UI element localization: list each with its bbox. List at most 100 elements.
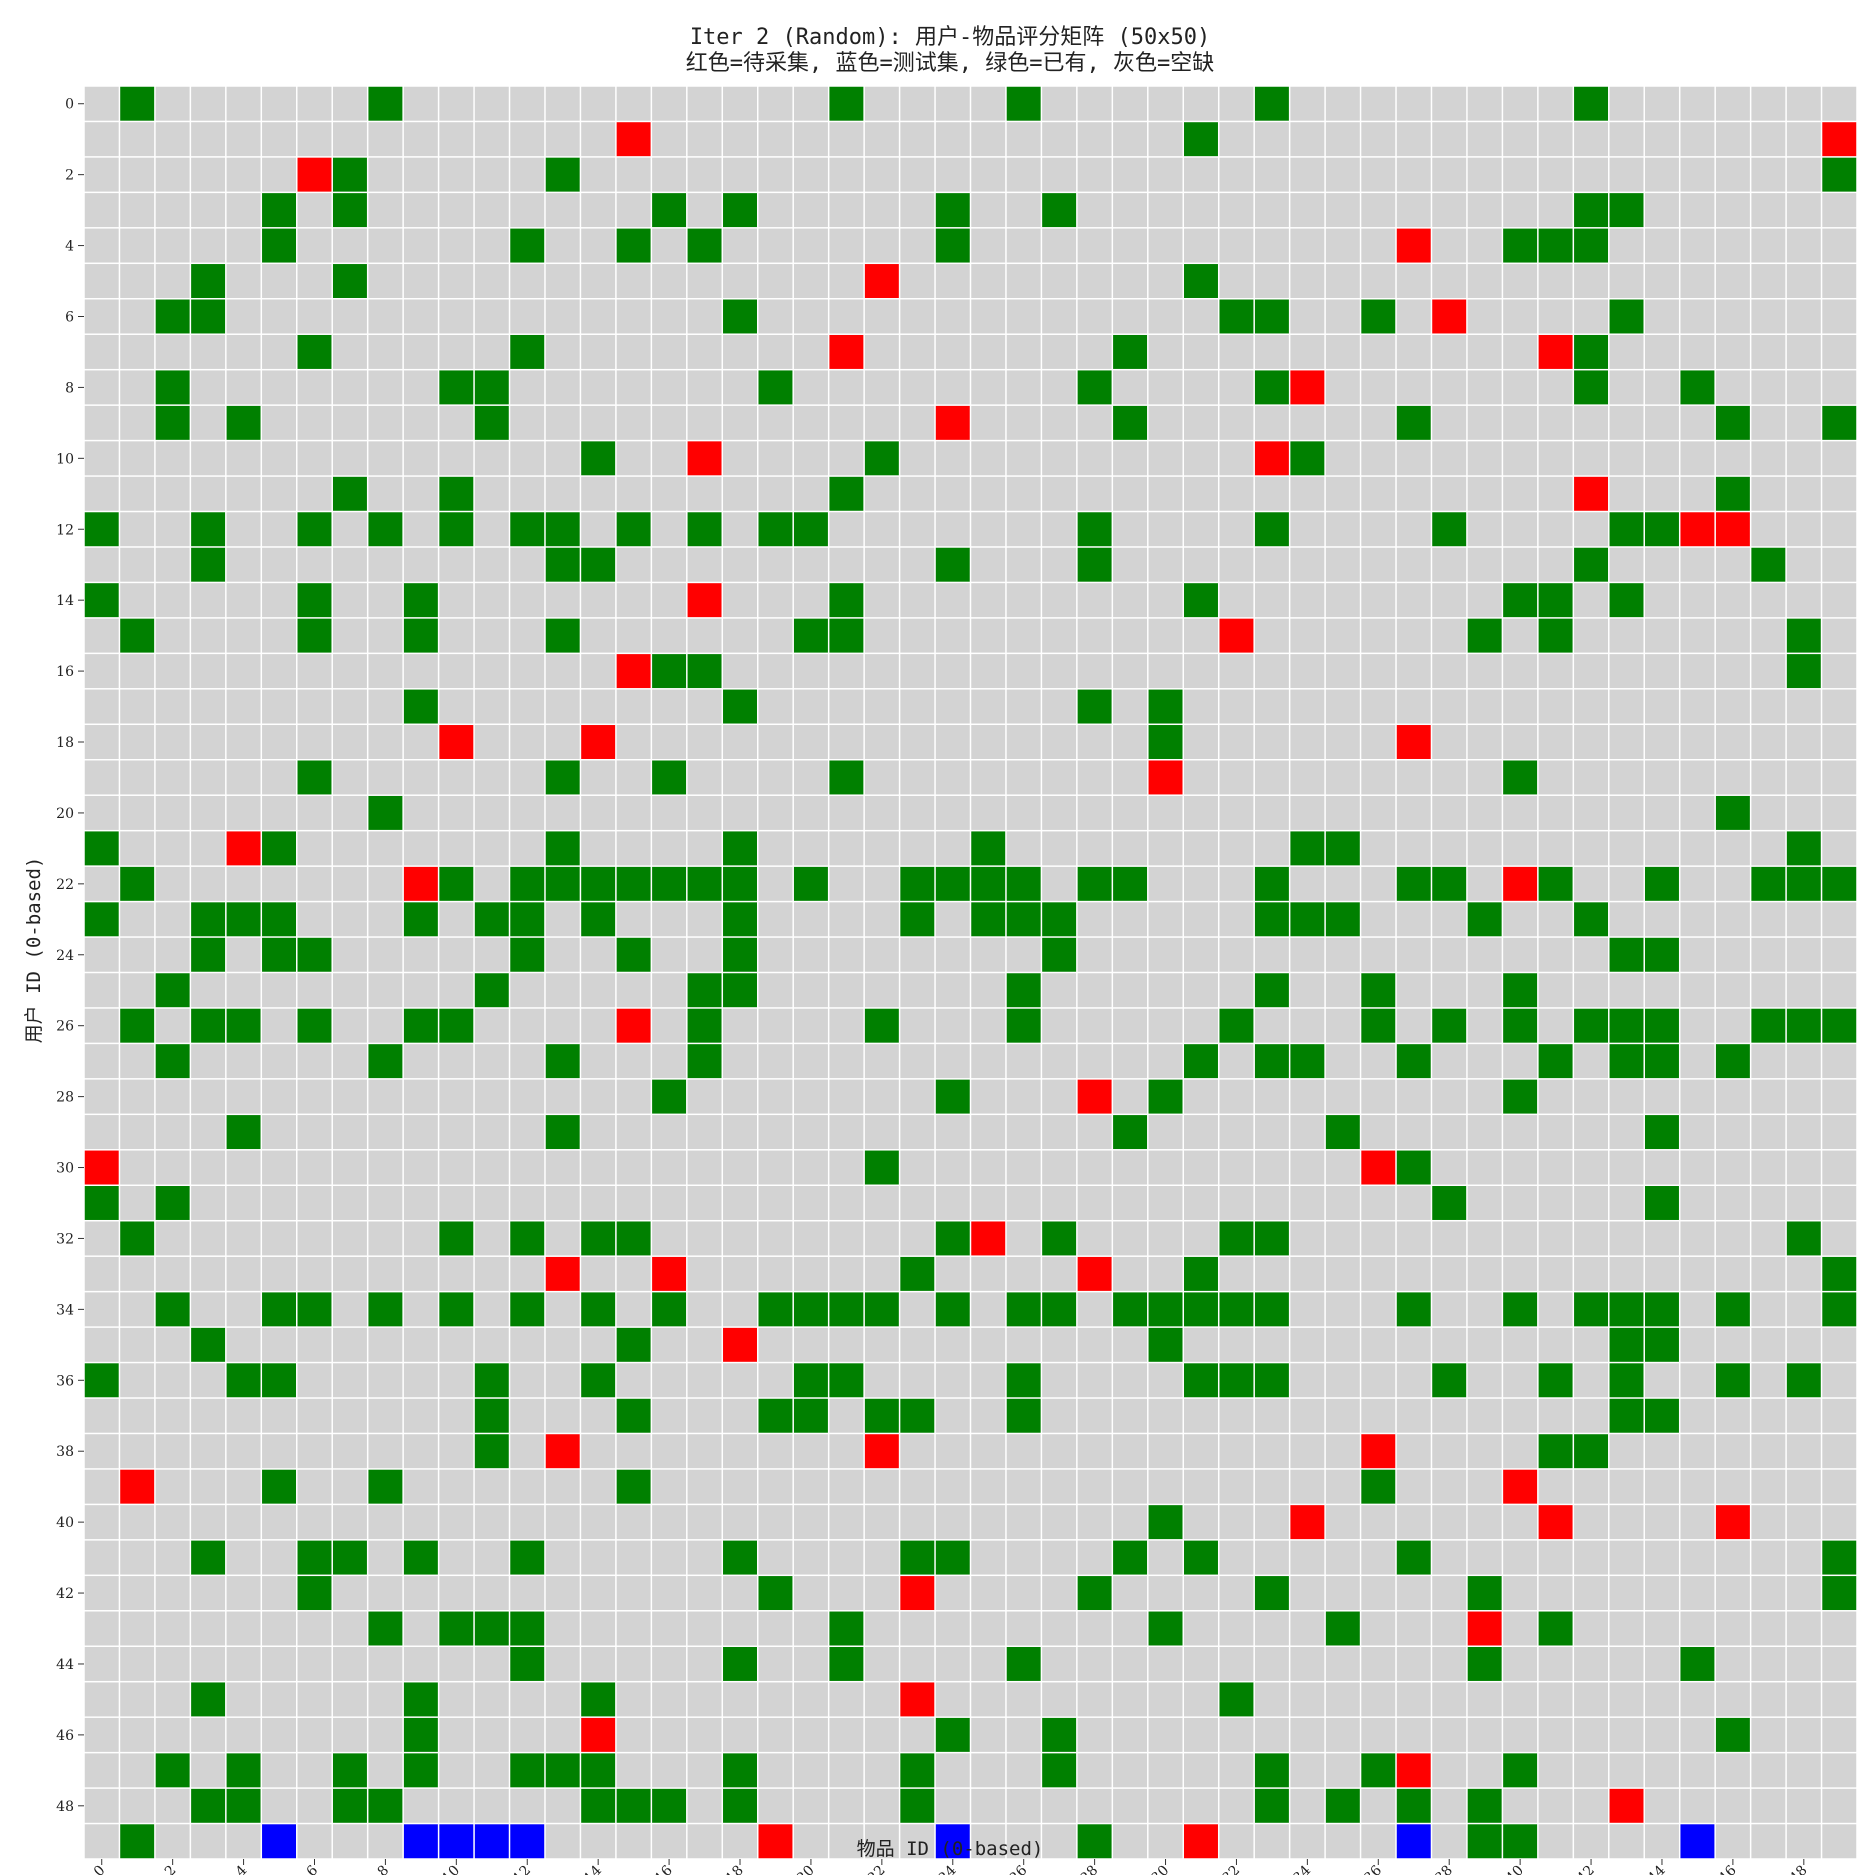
missing-cell xyxy=(900,370,935,405)
observed-cell xyxy=(510,512,545,547)
missing-cell xyxy=(1467,370,1502,405)
missing-cell xyxy=(1113,1434,1148,1469)
missing-cell xyxy=(1574,1646,1609,1681)
missing-cell xyxy=(120,1717,155,1752)
missing-cell xyxy=(1786,228,1821,263)
observed-cell xyxy=(1503,1079,1538,1114)
missing-cell xyxy=(793,1788,828,1823)
missing-cell xyxy=(226,547,261,582)
missing-cell xyxy=(1715,1221,1750,1256)
missing-cell xyxy=(545,1079,580,1114)
missing-cell xyxy=(1609,1576,1644,1611)
missing-cell xyxy=(1396,441,1431,476)
missing-cell xyxy=(191,583,226,618)
missing-cell xyxy=(1467,1540,1502,1575)
observed-cell xyxy=(403,689,438,724)
missing-cell xyxy=(155,1788,190,1823)
missing-cell xyxy=(226,299,261,334)
observed-cell xyxy=(1609,1044,1644,1079)
missing-cell xyxy=(1786,902,1821,937)
missing-cell xyxy=(1574,725,1609,759)
missing-cell xyxy=(687,795,722,830)
missing-cell xyxy=(616,334,651,369)
missing-cell xyxy=(1396,1576,1431,1611)
observed-cell xyxy=(1361,299,1396,334)
missing-cell xyxy=(864,1540,899,1575)
missing-cell xyxy=(829,193,864,228)
missing-cell xyxy=(793,1469,828,1504)
missing-cell xyxy=(1574,1363,1609,1398)
observed-cell xyxy=(191,1008,226,1043)
observed-cell xyxy=(297,760,332,795)
missing-cell xyxy=(1574,264,1609,299)
missing-cell xyxy=(793,689,828,724)
missing-cell xyxy=(1219,973,1254,1008)
missing-cell xyxy=(1042,618,1077,653)
observed-cell xyxy=(191,547,226,582)
observed-cell xyxy=(829,1646,864,1681)
missing-cell xyxy=(510,1576,545,1611)
missing-cell xyxy=(1113,1576,1148,1611)
missing-cell xyxy=(1574,1682,1609,1717)
observed-cell xyxy=(84,583,119,618)
missing-cell xyxy=(226,334,261,369)
missing-cell xyxy=(474,1292,509,1327)
missing-cell xyxy=(297,1611,332,1646)
missing-cell xyxy=(262,1717,297,1752)
missing-cell xyxy=(226,1469,261,1504)
missing-cell xyxy=(1219,1788,1254,1823)
missing-cell xyxy=(262,547,297,582)
missing-cell xyxy=(829,1115,864,1150)
missing-cell xyxy=(1503,1505,1538,1540)
missing-cell xyxy=(1574,157,1609,192)
missing-cell xyxy=(1148,618,1183,653)
missing-cell xyxy=(545,725,580,759)
missing-cell xyxy=(581,1327,616,1362)
missing-cell xyxy=(1184,1753,1218,1788)
missing-cell xyxy=(155,1646,190,1681)
missing-cell xyxy=(1006,1824,1041,1859)
missing-cell xyxy=(1609,476,1644,511)
missing-cell xyxy=(226,1576,261,1611)
to-collect-cell xyxy=(1396,725,1431,759)
missing-cell xyxy=(1432,1398,1467,1433)
observed-cell xyxy=(900,1256,935,1291)
missing-cell xyxy=(262,1256,297,1291)
to-collect-cell xyxy=(971,1221,1006,1256)
observed-cell xyxy=(1254,866,1289,901)
missing-cell xyxy=(971,654,1006,689)
missing-cell xyxy=(1325,689,1360,724)
observed-cell xyxy=(368,1788,403,1823)
missing-cell xyxy=(439,1505,474,1540)
missing-cell xyxy=(191,1150,226,1185)
missing-cell xyxy=(1503,831,1538,866)
missing-cell xyxy=(1396,1398,1431,1433)
missing-cell xyxy=(120,1115,155,1150)
missing-cell xyxy=(474,1576,509,1611)
y-tick-label: 40 xyxy=(56,1515,74,1531)
observed-cell xyxy=(1680,1646,1715,1681)
missing-cell xyxy=(1042,973,1077,1008)
missing-cell xyxy=(191,370,226,405)
missing-cell xyxy=(1042,1186,1077,1220)
missing-cell xyxy=(581,689,616,724)
observed-cell xyxy=(935,1079,970,1114)
missing-cell xyxy=(829,1398,864,1433)
missing-cell xyxy=(1574,937,1609,972)
missing-cell xyxy=(1503,1115,1538,1150)
missing-cell xyxy=(1113,1682,1148,1717)
missing-cell xyxy=(226,725,261,759)
missing-cell xyxy=(1254,264,1289,299)
missing-cell xyxy=(581,476,616,511)
missing-cell xyxy=(1396,654,1431,689)
missing-cell xyxy=(1467,1256,1502,1291)
observed-cell xyxy=(723,1540,757,1575)
missing-cell xyxy=(1006,1079,1041,1114)
missing-cell xyxy=(1042,1788,1077,1823)
observed-cell xyxy=(262,193,297,228)
missing-cell xyxy=(1006,476,1041,511)
observed-cell xyxy=(829,1363,864,1398)
missing-cell xyxy=(1432,1576,1467,1611)
missing-cell xyxy=(864,1505,899,1540)
missing-cell xyxy=(829,973,864,1008)
